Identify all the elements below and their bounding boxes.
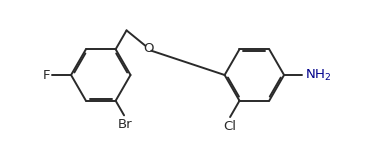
Text: Cl: Cl — [223, 120, 236, 133]
Text: O: O — [143, 42, 154, 55]
Text: F: F — [43, 69, 50, 81]
Text: NH$_2$: NH$_2$ — [305, 68, 331, 82]
Text: Br: Br — [117, 118, 132, 131]
